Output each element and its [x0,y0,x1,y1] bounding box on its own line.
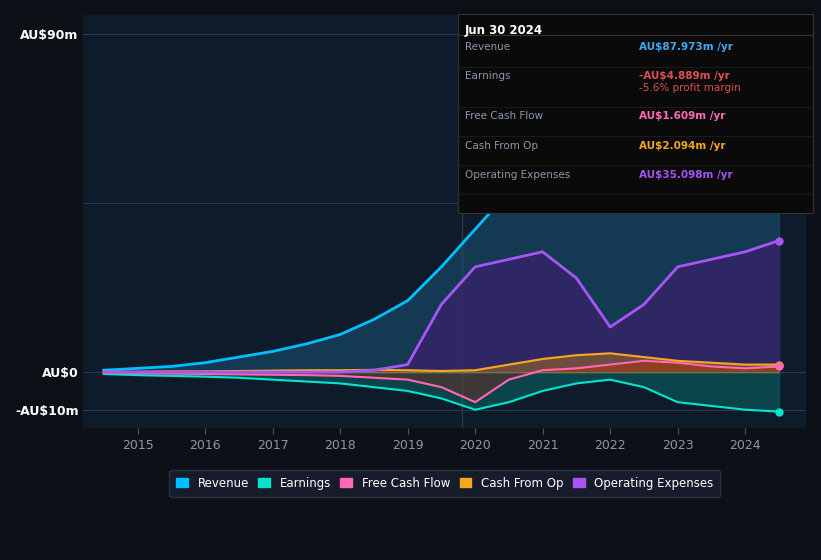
Text: -5.6% profit margin: -5.6% profit margin [639,83,741,94]
Text: AU$35.098m /yr: AU$35.098m /yr [639,170,732,180]
Text: Cash From Op: Cash From Op [465,141,538,151]
Legend: Revenue, Earnings, Free Cash Flow, Cash From Op, Operating Expenses: Revenue, Earnings, Free Cash Flow, Cash … [169,470,720,497]
Text: Free Cash Flow: Free Cash Flow [465,111,543,122]
Text: AU$87.973m /yr: AU$87.973m /yr [639,42,732,52]
Text: -AU$4.889m /yr: -AU$4.889m /yr [639,71,730,81]
Text: Jun 30 2024: Jun 30 2024 [465,24,543,37]
Text: AU$2.094m /yr: AU$2.094m /yr [639,141,725,151]
Text: Earnings: Earnings [465,71,510,81]
Text: Operating Expenses: Operating Expenses [465,170,570,180]
Text: Revenue: Revenue [465,42,510,52]
Text: AU$1.609m /yr: AU$1.609m /yr [639,111,725,122]
